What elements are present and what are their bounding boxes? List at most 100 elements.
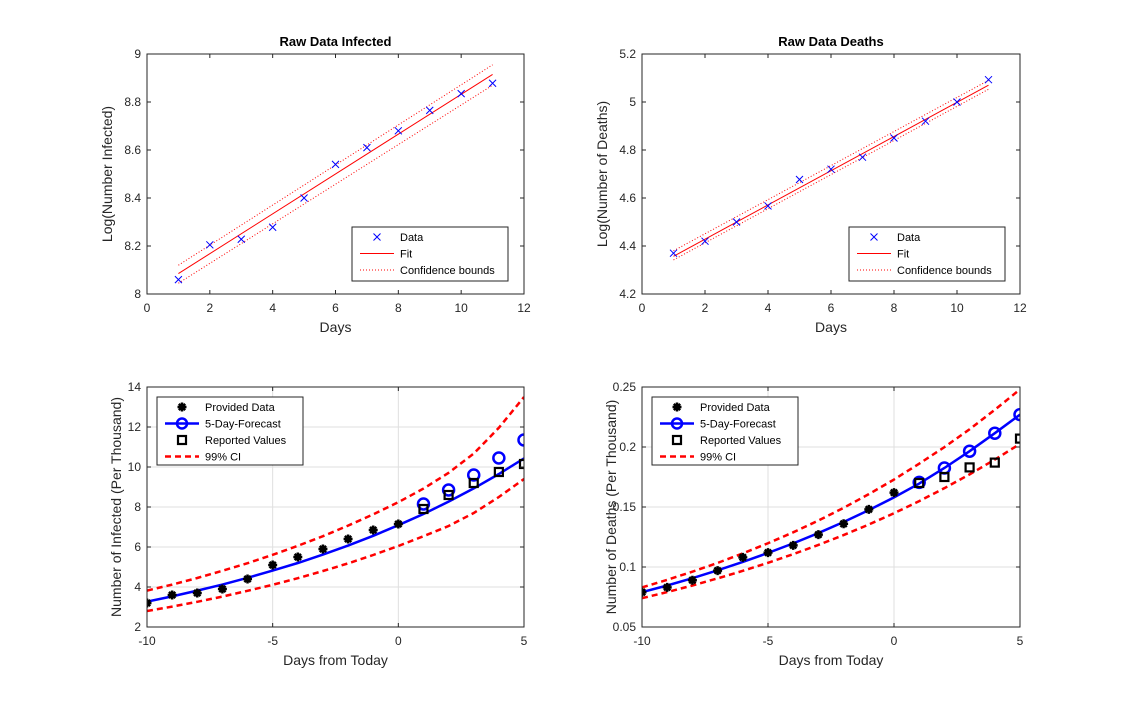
reported-value-point <box>518 458 524 470</box>
legend-entry: Provided Data <box>205 402 276 414</box>
y-tick-label: 2 <box>134 620 141 634</box>
chart-2: 0 2 4 6 8 10 12 4.2 4.4 4.6 4.8 5 5.2 Raw Data Deaths… <box>594 34 1027 335</box>
forecast-marker <box>416 497 431 511</box>
provided-data-point <box>864 504 874 514</box>
provided-data-point <box>713 566 723 576</box>
x-tick-label: 12 <box>1013 301 1027 315</box>
reported-value-point <box>989 457 1000 468</box>
chart-title: Raw Data Infected <box>280 34 392 49</box>
y-axis-label: Number of Deaths (Per Thousand) <box>603 400 619 615</box>
chart-3: -10 -5 0 5 2 4 6 8 10 12 14 Days from Today Number o… <box>108 380 528 668</box>
y-tick-label: 8.8 <box>124 95 141 109</box>
legend: Data Fit Confidence bounds <box>848 226 1006 282</box>
forecast-marker <box>962 444 977 458</box>
reported-value-point <box>468 477 479 489</box>
upper-bound-line <box>147 396 524 592</box>
forecast-marker <box>988 426 1002 440</box>
y-tick-label: 8 <box>134 500 141 514</box>
x-axis-label: Days from Today <box>779 652 884 668</box>
x-tick-label: -5 <box>267 634 278 648</box>
y-tick-label: 8.4 <box>124 191 141 205</box>
legend-symbol <box>672 402 682 412</box>
y-tick-label: 4.8 <box>619 143 636 157</box>
reported-value-point <box>443 489 454 501</box>
lower-bound-line <box>178 84 493 284</box>
legend-entry: 5-Day-Forecast <box>700 419 776 431</box>
chart-title: Raw Data Deaths <box>778 34 883 49</box>
x-tick-label: 8 <box>395 301 402 315</box>
y-axis-label: Log(Number Infected) <box>99 106 115 242</box>
legend-entry: Reported Values <box>700 435 782 447</box>
y-tick-label: 0.15 <box>613 500 637 514</box>
legend-symbol <box>373 233 381 241</box>
y-tick-label: 0.25 <box>613 380 637 394</box>
x-tick-label: 6 <box>828 301 835 315</box>
legend: Provided Data 5-Day-Forecast Reported Valu… <box>651 396 799 466</box>
provided-data-point <box>738 552 748 562</box>
y-tick-label: 0.1 <box>619 560 636 574</box>
provided-data-point <box>318 544 328 554</box>
x-axis-label: Days <box>320 319 352 335</box>
x-tick-label: 10 <box>950 301 964 315</box>
provided-data-point <box>217 584 227 594</box>
legend-symbol <box>176 434 188 446</box>
y-tick-label: 12 <box>128 420 142 434</box>
legend-entry: Confidence bounds <box>400 265 495 277</box>
legend: Data Fit Confidence bounds <box>351 226 509 282</box>
x-tick-label: 2 <box>702 301 709 315</box>
forecast-marker <box>441 483 456 497</box>
data-point <box>237 235 246 244</box>
data-point <box>921 117 930 126</box>
plot-area <box>642 388 1020 600</box>
plot-area <box>174 64 497 284</box>
data-point <box>701 237 709 246</box>
forecast-line <box>147 457 524 603</box>
x-tick-label: 6 <box>332 301 339 315</box>
lower-bound-line <box>642 442 1020 600</box>
legend-symbol <box>175 417 189 430</box>
legend-entry: Data <box>897 232 921 244</box>
x-tick-label: 12 <box>517 301 531 315</box>
data-point <box>827 165 835 174</box>
y-tick-label: 8 <box>134 287 141 301</box>
y-tick-label: 6 <box>134 540 141 554</box>
y-axis-label: Number of Infected (Per Thousand) <box>108 397 124 617</box>
x-tick-label: -10 <box>138 634 156 648</box>
data-point <box>984 75 993 84</box>
legend-entry: Reported Values <box>205 435 287 447</box>
data-point <box>331 160 340 169</box>
data-point <box>394 126 403 135</box>
y-tick-label: 4.6 <box>619 191 636 205</box>
data-point <box>268 223 277 232</box>
provided-data-point <box>343 534 353 544</box>
reported-value-point <box>964 462 975 473</box>
data-point <box>669 249 678 258</box>
legend-entry: 99% CI <box>205 452 241 464</box>
provided-data-point <box>243 574 253 584</box>
reported-value-point <box>914 477 925 489</box>
forecast-line <box>642 413 1020 594</box>
legend-entry: 5-Day-Forecast <box>205 419 281 431</box>
data-point <box>174 275 183 284</box>
y-axis-label: Log(Number of Deaths) <box>594 101 610 247</box>
data-point <box>363 143 371 152</box>
data-point <box>795 175 804 184</box>
fit-line <box>673 84 989 257</box>
data-point <box>205 240 214 249</box>
x-tick-label: 5 <box>1017 634 1024 648</box>
legend-entry: Confidence bounds <box>897 265 992 277</box>
y-tick-label: 5 <box>629 95 636 109</box>
provided-data-point <box>393 519 403 529</box>
legend-entry: 99% CI <box>700 452 736 464</box>
legend-entry: Provided Data <box>700 402 771 414</box>
data-point <box>300 194 308 202</box>
legend: Provided Data 5-Day-Forecast Reported Valu… <box>156 396 304 466</box>
provided-data-point <box>687 575 697 585</box>
y-tick-label: 0.05 <box>613 620 637 634</box>
x-tick-label: 2 <box>206 301 213 315</box>
provided-data-point <box>788 540 798 550</box>
reported-value-point <box>939 471 950 483</box>
reported-value-point <box>493 466 504 478</box>
data-point <box>488 79 497 88</box>
